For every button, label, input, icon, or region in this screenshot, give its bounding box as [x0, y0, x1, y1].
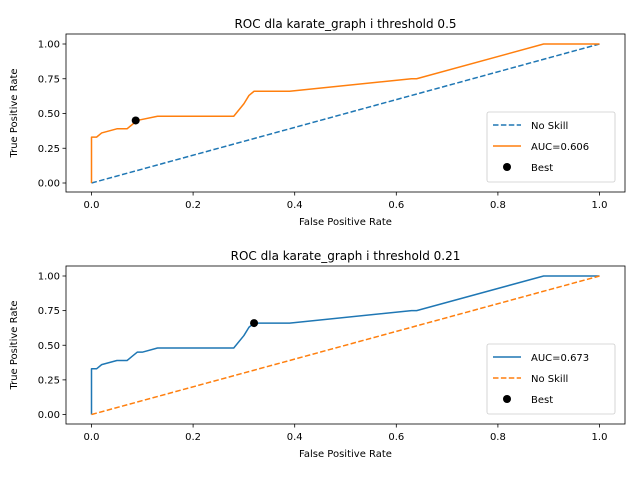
legend-marker-best	[503, 163, 511, 171]
legend: No Skill AUC=0.606 Best	[486, 111, 616, 183]
roc-curve-line	[90, 275, 600, 415]
legend-label: No Skill	[531, 121, 568, 132]
x-axis-label: False Positive Rate	[299, 449, 392, 460]
y-tick-label: 1.00	[38, 40, 60, 51]
y-axis-label: True Positive Rate	[9, 68, 20, 158]
legend-label: AUC=0.606	[531, 142, 589, 153]
legend-box	[486, 111, 616, 183]
x-tick-label: 0.4	[287, 432, 303, 443]
x-tick-label: 0.8	[490, 432, 506, 443]
best-point-marker	[131, 116, 140, 125]
x-tick-label: 0.8	[490, 200, 506, 211]
y-tick-label: 0.25	[38, 144, 60, 155]
legend-box	[486, 343, 616, 415]
legend-marker-best	[503, 395, 511, 403]
legend: AUC=0.673 No Skill Best	[486, 343, 616, 415]
y-tick-label: 0.00	[38, 179, 60, 190]
y-tick-label: 0.75	[38, 306, 60, 317]
x-tick-label: 0.2	[185, 200, 201, 211]
legend-label: Best	[531, 163, 553, 174]
x-tick-label: 0.0	[84, 432, 100, 443]
y-tick-label: 0.25	[38, 375, 60, 386]
best-point-marker	[250, 319, 259, 328]
no-skill-line	[91, 275, 600, 416]
x-tick-label: 0.4	[287, 200, 303, 211]
axes-frame	[65, 33, 626, 193]
roc-curve-line	[90, 43, 600, 183]
chart-2: ROC dla karate_graph i threshold 0.21 0.0…	[9, 249, 626, 460]
legend-label: Best	[531, 395, 553, 406]
x-tick-label: 1.0	[592, 432, 608, 443]
no-skill-line	[91, 43, 600, 184]
y-tick-label: 0.75	[38, 74, 60, 85]
legend-label: AUC=0.673	[531, 353, 589, 364]
y-tick-label: 0.50	[38, 109, 60, 120]
chart-title: ROC dla karate_graph i threshold 0.21	[231, 249, 461, 263]
x-tick-label: 0.0	[84, 200, 100, 211]
chart-title: ROC dla karate_graph i threshold 0.5	[234, 17, 456, 31]
x-tick-label: 0.6	[388, 200, 404, 211]
x-axis-label: False Positive Rate	[299, 217, 392, 228]
y-axis-label: True Positive Rate	[9, 300, 20, 390]
x-tick-label: 0.2	[185, 432, 201, 443]
legend-label: No Skill	[531, 374, 568, 385]
x-tick-label: 1.0	[592, 200, 608, 211]
y-tick-label: 1.00	[38, 272, 60, 283]
y-tick-label: 0.50	[38, 341, 60, 352]
x-tick-label: 0.6	[388, 432, 404, 443]
y-tick-label: 0.00	[38, 410, 60, 421]
chart-1: ROC dla karate_graph i threshold 0.50.0 0…	[9, 17, 626, 228]
